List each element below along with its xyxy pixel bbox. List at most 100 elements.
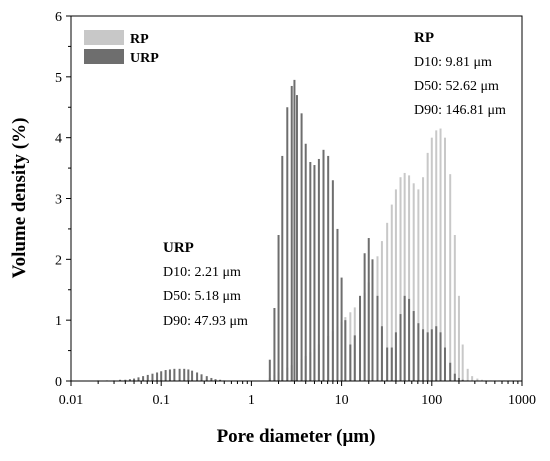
legend: RP URP	[84, 30, 159, 66]
bar-urp-43	[336, 228, 339, 381]
y-tick-label: 1	[55, 314, 62, 329]
bar-rp-43	[461, 344, 464, 381]
bar-urp-57	[399, 314, 402, 381]
bar-urp-49	[363, 253, 366, 381]
bar-urp-33	[293, 79, 296, 382]
bar-rp-32	[412, 183, 415, 381]
bar-urp-37	[309, 162, 312, 381]
y-axis-title: Volume density (%)	[9, 118, 30, 279]
bar-urp-45	[344, 320, 347, 381]
bar-urp-20	[196, 372, 199, 381]
bar-urp-34	[295, 95, 298, 381]
bar-urp-66	[439, 332, 442, 381]
bar-urp-60	[412, 311, 415, 381]
bar-urp-3	[119, 379, 122, 381]
bar-urp-17	[183, 368, 186, 381]
bar-urp-32	[290, 85, 293, 382]
bar-urp-39	[317, 158, 320, 381]
y-tick-label: 3	[55, 193, 62, 208]
bar-rp-25	[380, 241, 383, 381]
bar-urp-47	[353, 335, 356, 382]
annotation-urp-d10: D10: 2.21 μm	[163, 265, 241, 280]
bar-urp-65	[435, 326, 438, 381]
bar-rp-39	[443, 137, 446, 381]
x-tick-label: 1	[248, 393, 255, 408]
bar-urp-15	[173, 368, 176, 381]
bar-rp-38	[439, 128, 442, 381]
bar-urp-41	[327, 155, 330, 381]
bar-urp-58	[403, 295, 406, 381]
bar-urp-19	[191, 370, 194, 381]
bar-rp-47	[480, 379, 483, 381]
annotation-urp-d90: D90: 47.93 μm	[163, 314, 248, 329]
legend-swatch-urp	[84, 49, 124, 64]
bar-urp-71	[461, 379, 464, 381]
bar-urp-67	[443, 347, 446, 381]
bar-urp-16	[178, 368, 181, 381]
y-tick-label: 0	[55, 375, 62, 390]
bar-urp-18	[187, 369, 190, 381]
bar-urp-24	[214, 379, 217, 381]
bar-rp-40	[449, 174, 452, 381]
bar-urp-64	[430, 329, 433, 381]
bar-rp-34	[422, 177, 425, 381]
bar-rp-46	[476, 378, 479, 381]
annotation-urp-d50: D50: 5.18 μm	[163, 289, 241, 304]
bar-urp-63	[426, 332, 429, 381]
bars-layer	[97, 79, 515, 382]
bar-rp-30	[403, 172, 406, 381]
bar-urp-28	[273, 308, 276, 381]
bar-urp-29	[277, 235, 280, 381]
bar-urp-12	[160, 371, 163, 381]
bar-urp-22	[205, 376, 208, 381]
legend-label-rp: RP	[130, 32, 149, 47]
bar-urp-36	[304, 143, 307, 381]
x-tick-label: 10	[335, 393, 349, 408]
bar-urp-46	[349, 344, 352, 381]
annotation-rp: RP D10: 9.81 μm D50: 52.62 μm D90: 146.8…	[414, 30, 506, 118]
bar-rp-31	[408, 175, 411, 381]
bar-urp-48	[359, 295, 362, 381]
bar-urp-25	[219, 379, 222, 381]
y-tick-label: 6	[55, 10, 62, 25]
annotation-rp-d50: D50: 52.62 μm	[414, 79, 499, 94]
bar-urp-8	[142, 376, 145, 381]
bar-rp-28	[394, 189, 397, 382]
bar-urp-69	[453, 373, 456, 381]
x-axis-title: Pore diameter (μm)	[217, 426, 376, 447]
bar-urp-5	[128, 379, 131, 381]
y-tick-label: 4	[55, 132, 62, 147]
bar-urp-6	[133, 378, 136, 381]
bar-urp-23	[210, 377, 213, 381]
annotation-rp-title: RP	[414, 30, 434, 46]
legend-swatch-rp	[84, 30, 124, 45]
bar-rp-42	[457, 295, 460, 381]
bar-urp-21	[200, 374, 203, 381]
bar-rp-41	[453, 235, 456, 381]
bar-rp-35	[426, 152, 429, 382]
legend-label-urp: URP	[130, 51, 159, 66]
annotation-rp-d10: D10: 9.81 μm	[414, 55, 492, 70]
x-tick-label: 0.1	[152, 393, 170, 408]
bar-urp-68	[449, 362, 452, 381]
bar-urp-31	[286, 107, 289, 381]
x-tick-label: 100	[421, 393, 442, 408]
y-tick-label: 5	[55, 71, 62, 86]
bar-rp-37	[435, 130, 438, 381]
annotation-urp: URP D10: 2.21 μm D50: 5.18 μm D90: 47.93…	[163, 240, 248, 329]
bar-urp-61	[417, 323, 420, 381]
annotation-rp-d90: D90: 146.81 μm	[414, 103, 506, 118]
bar-rp-27	[390, 204, 393, 381]
bar-urp-30	[281, 155, 284, 381]
x-tick-label: 1000	[508, 393, 536, 408]
bar-urp-53	[380, 326, 383, 381]
x-tick-label: 0.01	[59, 393, 84, 408]
bar-rp-45	[471, 376, 474, 381]
axis-ticks: 0.01 0.1 1 10 100 1000 0 1 2 3 4 5 6	[55, 10, 536, 408]
annotation-urp-title: URP	[163, 240, 194, 256]
bar-urp-56	[394, 332, 397, 381]
bar-urp-13	[164, 370, 167, 381]
bar-urp-38	[313, 165, 316, 381]
bar-urp-7	[137, 377, 140, 381]
